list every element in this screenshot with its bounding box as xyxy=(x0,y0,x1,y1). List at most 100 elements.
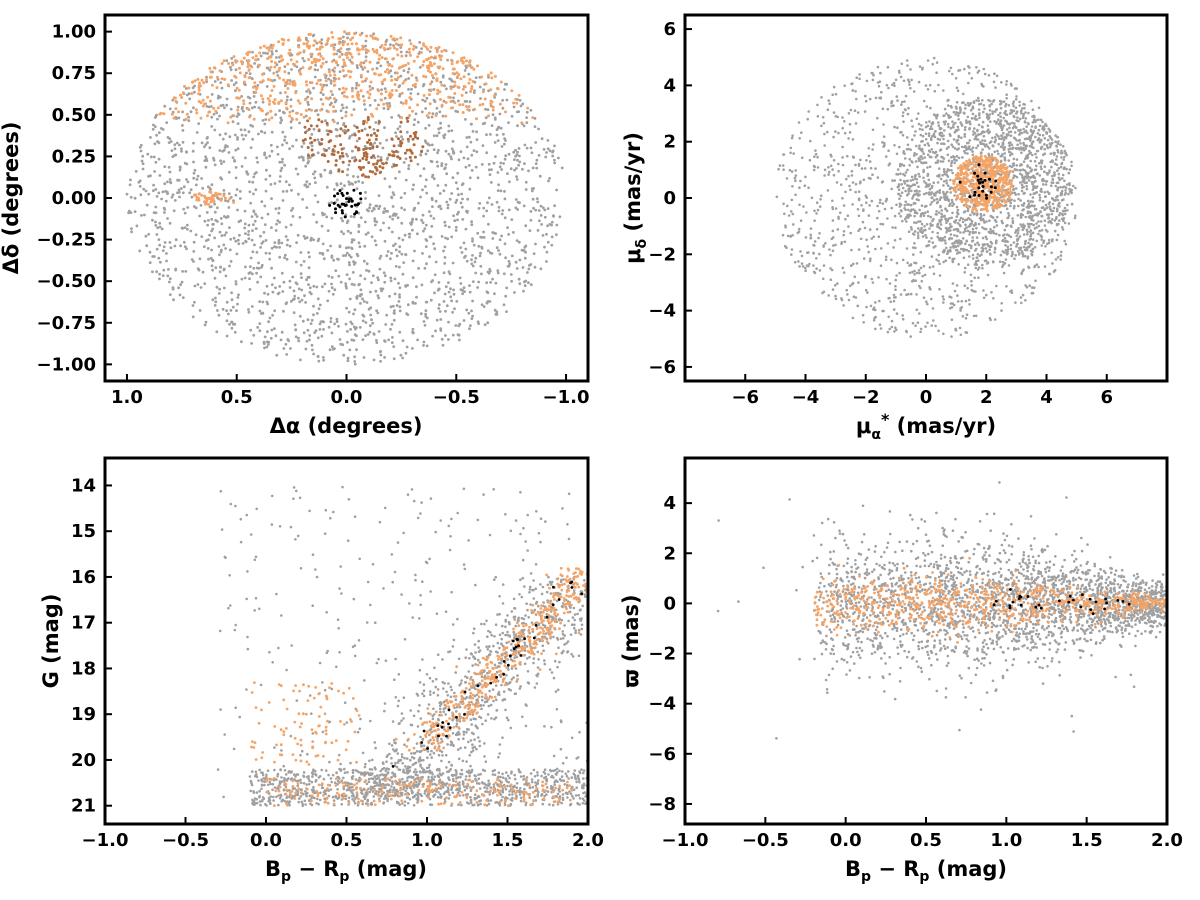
arc-member-point xyxy=(358,159,362,163)
field-star-point xyxy=(914,279,917,283)
field-star-point xyxy=(175,141,179,145)
field-star-point xyxy=(210,93,214,96)
field-star-point xyxy=(500,145,504,148)
arc-member-point xyxy=(324,148,328,152)
field-star-point xyxy=(306,276,310,279)
field-star-point xyxy=(227,312,230,316)
field-star-point xyxy=(966,101,970,105)
field-star-point xyxy=(893,214,897,218)
field-star-point xyxy=(220,177,224,181)
field-star-point xyxy=(909,179,913,182)
field-star-point xyxy=(823,174,826,177)
member-star-point xyxy=(266,111,270,115)
field-star-point xyxy=(495,133,499,137)
field-star-point xyxy=(375,309,378,312)
member-star-point xyxy=(211,193,215,197)
member-star-point xyxy=(387,71,391,75)
field-star-point xyxy=(1065,167,1068,171)
field-star-point xyxy=(921,139,924,143)
field-star-point xyxy=(461,292,464,296)
member-star-point xyxy=(281,58,285,62)
field-star-point xyxy=(950,143,953,146)
field-star-point xyxy=(472,149,476,153)
field-star-point xyxy=(153,142,157,146)
field-star-point xyxy=(264,178,268,181)
member-star-point xyxy=(514,97,518,101)
field-star-point xyxy=(390,251,393,255)
member-star-point xyxy=(400,116,404,120)
field-star-point xyxy=(261,100,265,104)
field-star-point xyxy=(531,166,535,170)
member-star-point xyxy=(430,64,434,68)
field-star-point xyxy=(890,100,894,103)
field-star-point xyxy=(298,314,302,318)
field-star-point xyxy=(223,106,226,110)
field-star-point xyxy=(266,302,269,306)
field-star-point xyxy=(458,276,462,280)
field-star-point xyxy=(310,318,314,322)
field-star-point xyxy=(285,301,289,304)
field-star-point xyxy=(158,225,162,229)
field-star-point xyxy=(421,221,425,225)
field-star-point xyxy=(981,148,984,151)
field-star-point xyxy=(1038,199,1042,202)
field-star-point xyxy=(945,229,949,232)
field-star-point xyxy=(482,206,486,210)
field-star-point xyxy=(893,239,897,242)
field-star-point xyxy=(157,256,161,260)
field-star-point xyxy=(201,186,205,190)
field-star-point xyxy=(850,174,854,177)
member-star-point xyxy=(196,77,200,81)
field-star-point xyxy=(163,211,166,214)
field-star-point xyxy=(816,155,819,159)
field-star-point xyxy=(961,156,964,159)
field-star-point xyxy=(293,323,297,327)
field-star-point xyxy=(335,320,339,323)
field-star-point xyxy=(794,179,797,183)
field-star-point xyxy=(226,145,229,148)
member-star-point xyxy=(270,116,274,120)
field-star-point xyxy=(893,179,896,182)
x-axis-label: Δα (degrees) xyxy=(270,414,423,438)
field-star-point xyxy=(939,204,942,208)
field-star-point xyxy=(364,39,368,43)
field-star-point xyxy=(294,167,298,171)
field-star-point xyxy=(290,188,293,192)
field-star-point xyxy=(359,201,363,205)
member-star-point xyxy=(296,37,300,41)
arc-member-point xyxy=(364,158,368,162)
field-star-point xyxy=(407,77,411,80)
field-star-point xyxy=(512,150,516,154)
field-star-point xyxy=(555,223,559,227)
field-star-point xyxy=(971,257,975,260)
field-star-point xyxy=(1027,202,1031,205)
member-star-point xyxy=(339,47,343,51)
member-star-point xyxy=(461,87,465,91)
field-star-point xyxy=(230,57,234,60)
field-star-point xyxy=(1007,234,1011,237)
field-star-point xyxy=(244,134,248,137)
field-star-point xyxy=(900,130,903,134)
field-star-point xyxy=(799,179,802,183)
member-star-point xyxy=(395,47,399,51)
field-star-point xyxy=(975,226,978,230)
field-star-point xyxy=(478,85,482,89)
field-star-point xyxy=(442,134,445,138)
field-star-point xyxy=(848,184,851,188)
field-star-point xyxy=(545,260,548,263)
field-star-point xyxy=(876,176,880,179)
field-star-point xyxy=(493,292,496,296)
field-star-point xyxy=(1043,147,1046,151)
field-star-point xyxy=(1060,161,1064,165)
field-star-point xyxy=(887,149,890,152)
field-star-point xyxy=(842,271,846,274)
field-star-point xyxy=(967,147,971,151)
field-star-point xyxy=(955,140,959,144)
field-star-point xyxy=(523,162,526,166)
field-star-point xyxy=(982,244,985,247)
field-star-point xyxy=(353,360,357,363)
field-star-point xyxy=(363,144,367,148)
member-star-point xyxy=(295,111,299,115)
field-star-point xyxy=(403,208,406,212)
field-star-point xyxy=(267,320,270,324)
